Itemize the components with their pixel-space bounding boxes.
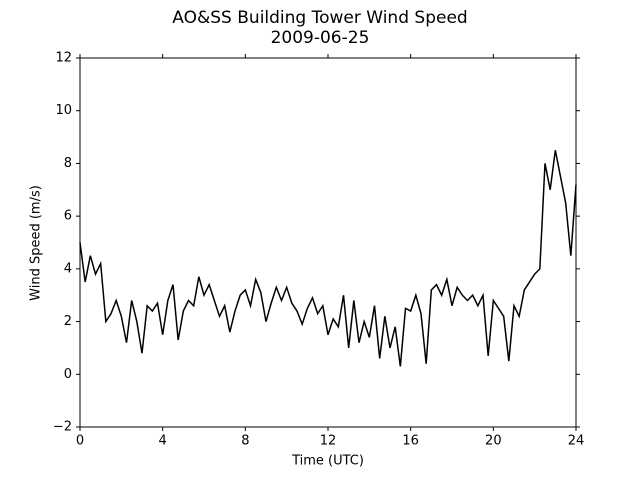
x-tick-label: 20 xyxy=(485,434,502,449)
x-tick-label: 16 xyxy=(402,434,419,449)
y-tick-label: −2 xyxy=(53,420,72,435)
x-tick-label: 12 xyxy=(320,434,337,449)
x-tick-label: 24 xyxy=(568,434,585,449)
data-line xyxy=(79,150,577,367)
y-tick-label: 2 xyxy=(64,314,72,329)
y-tick-label: 12 xyxy=(55,51,72,66)
x-tick-label: 0 xyxy=(76,434,84,449)
y-tick-label: 8 xyxy=(64,156,72,171)
plot-frame xyxy=(79,57,577,428)
y-tick-label: 4 xyxy=(64,261,72,276)
y-tick-label: 6 xyxy=(64,209,72,224)
y-axis-label: Wind Speed (m/s) xyxy=(29,185,44,301)
chart-subtitle: 2009-06-25 xyxy=(271,28,370,48)
x-axis-label: Time (UTC) xyxy=(291,454,364,469)
chart-title: AO&SS Building Tower Wind Speed xyxy=(172,8,467,28)
y-tick-label: 0 xyxy=(64,367,72,382)
x-tick-label: 8 xyxy=(241,434,249,449)
y-tick-label: 10 xyxy=(55,103,72,118)
x-tick-label: 4 xyxy=(159,434,167,449)
